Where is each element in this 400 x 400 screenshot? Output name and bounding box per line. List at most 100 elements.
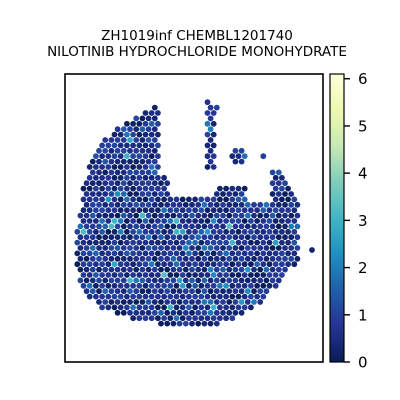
spot [89,212,96,219]
spot [248,218,254,224]
spot [186,218,192,224]
spot [210,218,217,224]
spot [164,180,171,187]
spot [263,266,270,273]
spot [99,218,105,224]
spot [111,282,118,289]
colorbar-axis: 0 1 2 3 4 5 6 [344,70,368,372]
spot [161,315,168,322]
spot [195,234,202,241]
spot [251,255,257,262]
spot [158,309,164,316]
spot [133,169,140,176]
spot [173,218,180,224]
spot [145,158,152,165]
spot [155,315,161,322]
spot [155,282,161,289]
spot [204,99,211,106]
spot [257,201,264,208]
spot [176,266,183,273]
spot [161,272,168,278]
spot [77,223,84,230]
spot [133,299,140,305]
spot [232,299,239,305]
spot [151,137,158,143]
spot [133,277,140,284]
spot [148,228,155,235]
spot [130,218,137,224]
spot [133,309,140,316]
spot [133,191,140,197]
spot [257,212,264,219]
spot [99,304,105,311]
spot [99,250,105,257]
spot [127,245,133,251]
spot [114,309,121,316]
spot [164,223,171,230]
spot [117,304,124,311]
spot [133,223,140,230]
spot [96,288,102,295]
spot [226,266,233,273]
spot [204,282,211,289]
spot [145,299,152,305]
spot [99,272,105,278]
spot [158,245,164,251]
spot [226,255,233,262]
spot [93,261,99,268]
spot [130,293,137,300]
spot [235,261,242,268]
spot [238,266,245,273]
spot [173,261,180,268]
spot [89,266,96,273]
spot [117,142,124,149]
spot [279,196,285,203]
spot [201,223,208,230]
spot [161,304,168,311]
spot [83,277,90,284]
spot [120,223,127,230]
spot [232,147,239,154]
spot [291,261,298,268]
spot [282,191,288,197]
spot [263,223,270,230]
spot [155,304,161,311]
spot [260,282,267,289]
spot [201,201,208,208]
spot [260,239,267,246]
spot [105,228,112,235]
spot [179,282,186,289]
spot [145,126,152,133]
spot [226,223,233,230]
spot [207,245,214,251]
spot [173,250,180,257]
spot [210,120,217,127]
spot [102,212,109,219]
spot [192,218,199,224]
spot [161,250,168,257]
spot [210,239,217,246]
spot [257,266,264,273]
spot [189,245,195,251]
spot [151,212,158,219]
colorbar-tick-label-0: 0 [358,354,368,372]
spot [251,299,257,305]
spot [164,266,171,273]
spot [111,153,118,160]
spot [151,234,158,241]
spot [133,137,140,143]
spot [173,207,180,214]
spot [192,239,199,246]
spot [272,250,279,257]
spot [232,234,239,241]
spot [238,299,245,305]
spot [80,282,87,289]
spot [241,293,248,300]
spot [145,115,152,122]
spot [275,255,282,262]
spot [173,272,180,278]
spot [102,277,109,284]
spot [142,239,149,246]
spot [263,277,270,284]
spot [111,207,118,214]
